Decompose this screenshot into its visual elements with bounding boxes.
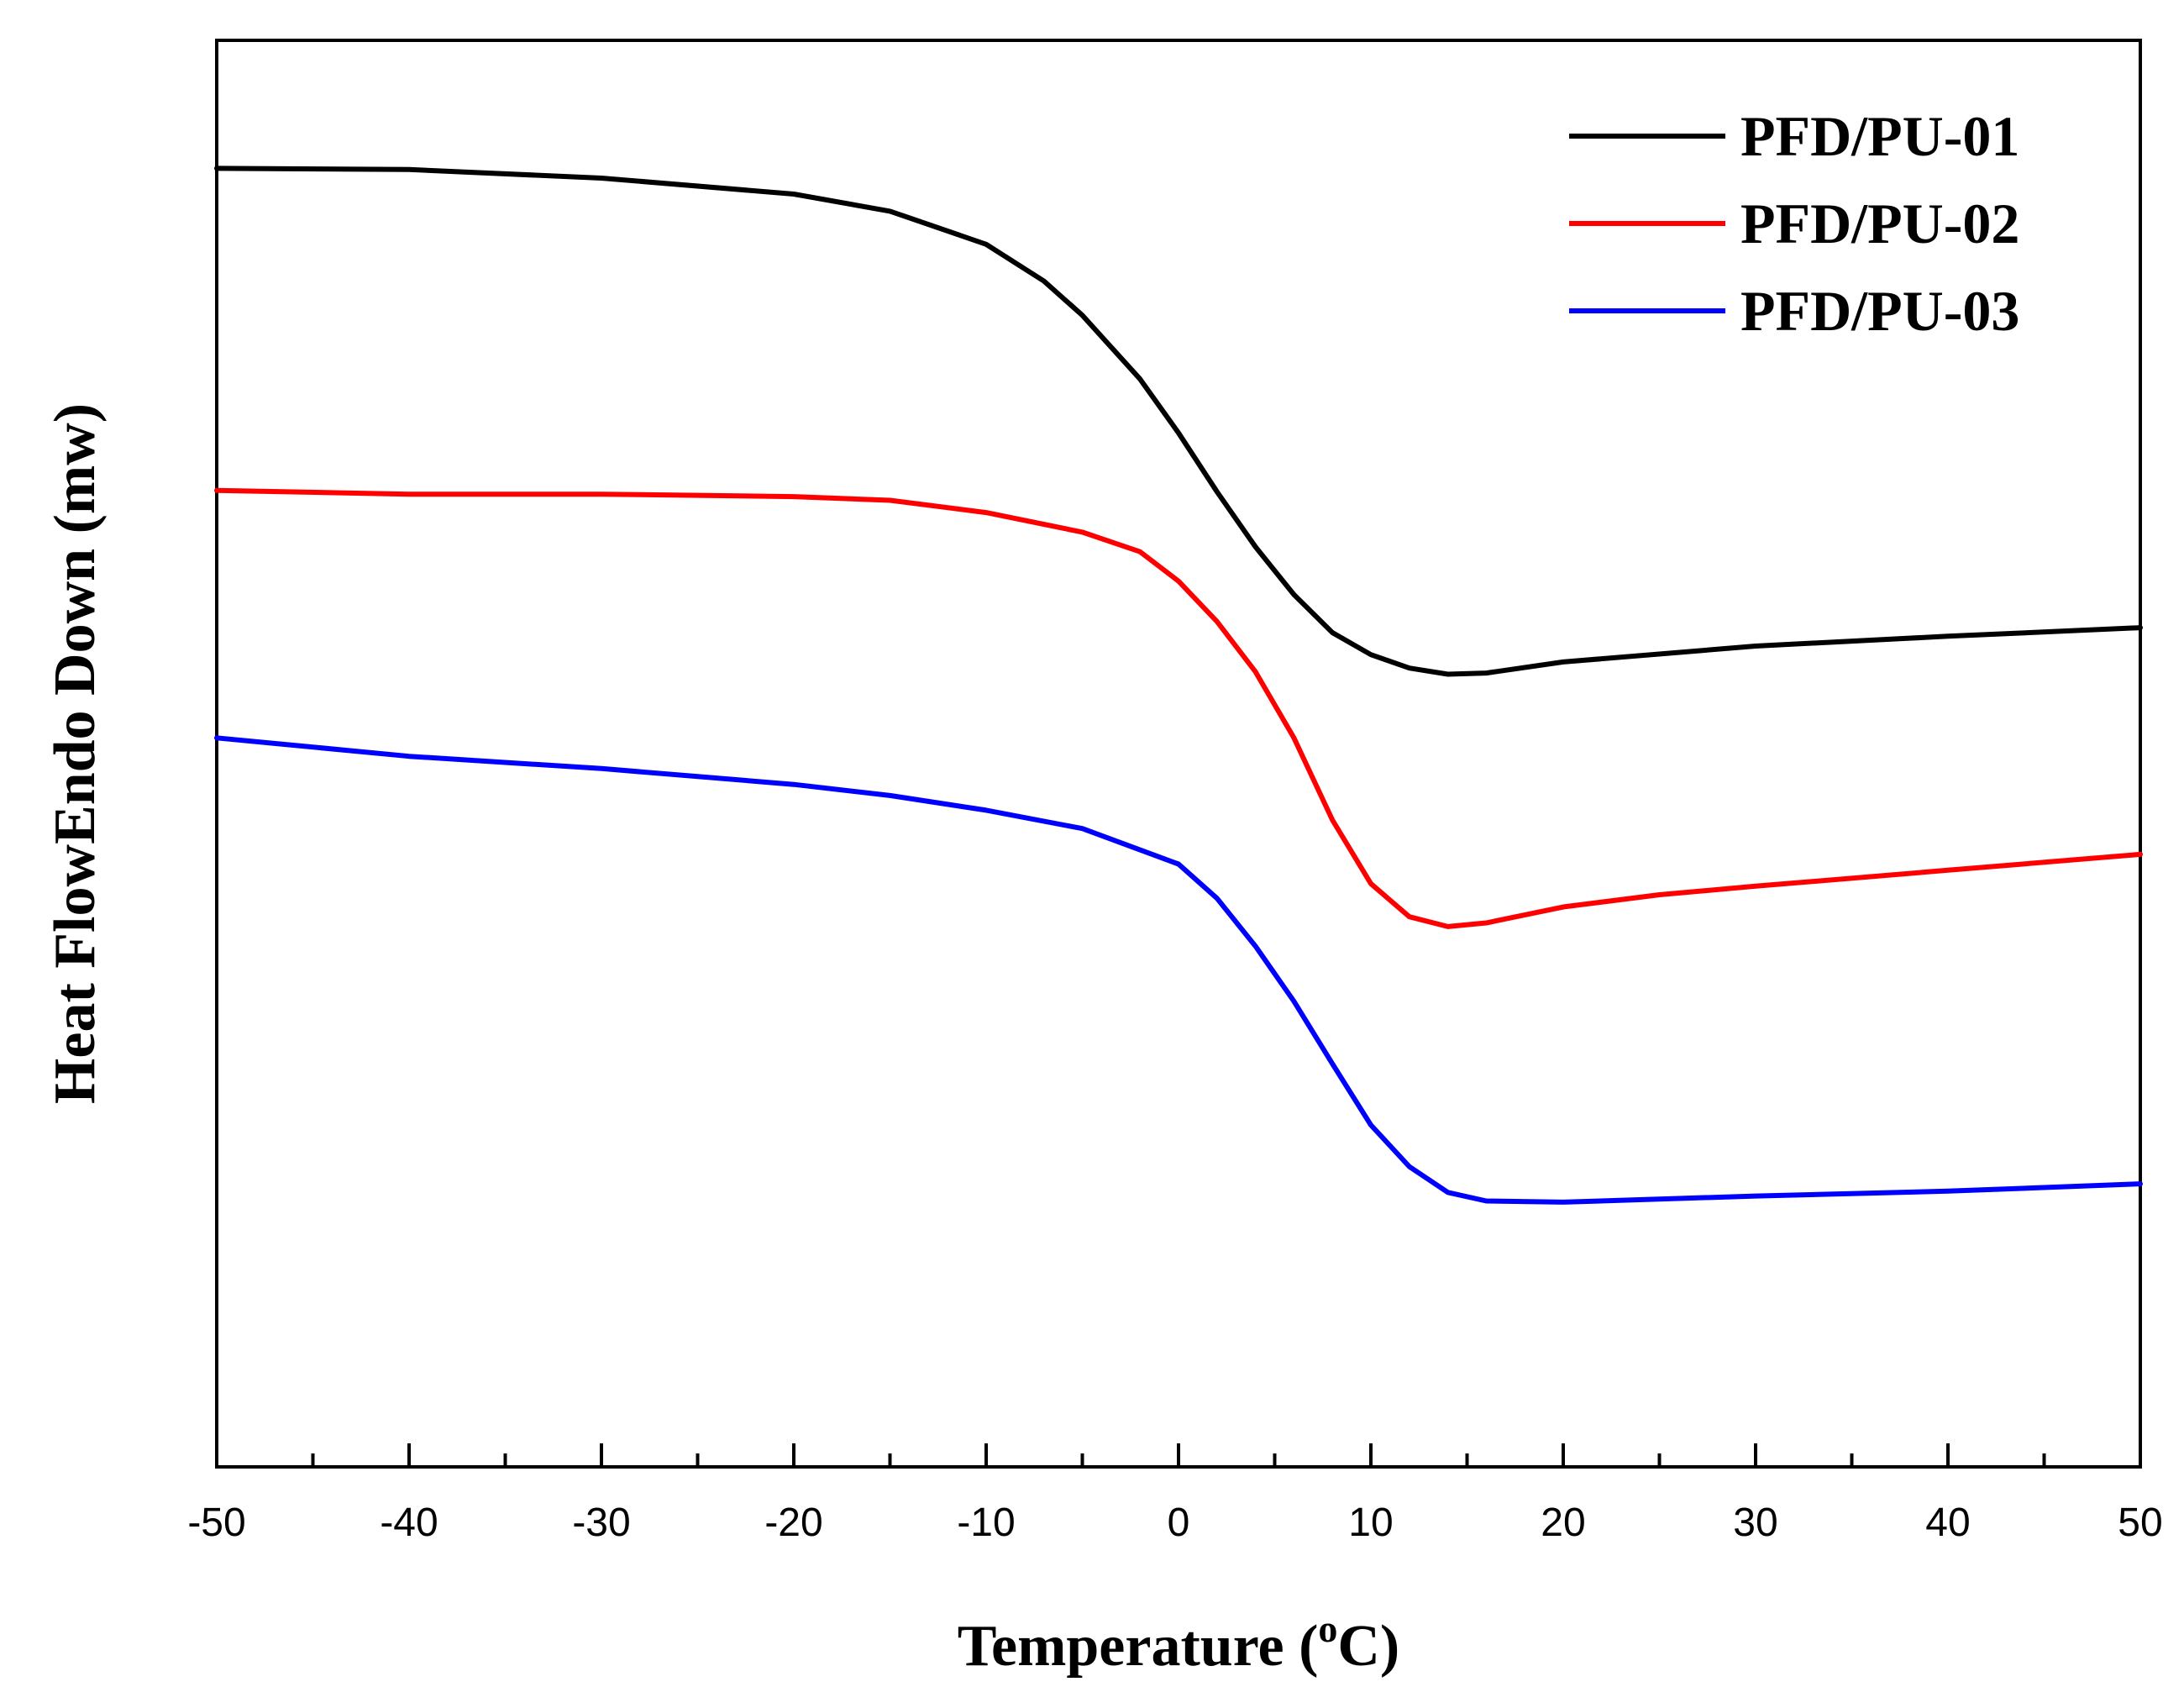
x-tick-label: 40 [1925, 1500, 1970, 1545]
x-tick-label: -20 [764, 1500, 822, 1545]
series-line-2 [214, 487, 2143, 929]
series-line-3 [214, 735, 2143, 1205]
x-tick-label: 0 [1168, 1500, 1190, 1545]
x-tick-label: 20 [1541, 1500, 1585, 1545]
x-tick-label: -10 [957, 1500, 1015, 1545]
y-axis-title: Heat FlowEndo Down (mw) [43, 403, 108, 1104]
x-tick-label: -40 [380, 1500, 438, 1545]
x-tick-label: 50 [2118, 1500, 2162, 1545]
x-axis-title: Temperature (oC) [958, 1607, 1400, 1679]
legend-label-1: PFD/PU-01 [1740, 104, 2019, 168]
x-tick-label: -30 [572, 1500, 630, 1545]
x-axis-ticks: -50 -40 -30 -20 -10 0 10 20 30 40 50 [187, 1443, 2163, 1545]
x-tick-label: 10 [1348, 1500, 1393, 1545]
legend-label-2: PFD/PU-02 [1740, 192, 2019, 255]
series-lines [214, 166, 2143, 1205]
series-line-1 [214, 166, 2143, 677]
x-tick-label: 30 [1733, 1500, 1777, 1545]
legend: PFD/PU-01 PFD/PU-02 PFD/PU-03 [1569, 104, 2019, 343]
legend-label-3: PFD/PU-03 [1740, 279, 2019, 343]
x-tick-label: -50 [187, 1500, 245, 1545]
